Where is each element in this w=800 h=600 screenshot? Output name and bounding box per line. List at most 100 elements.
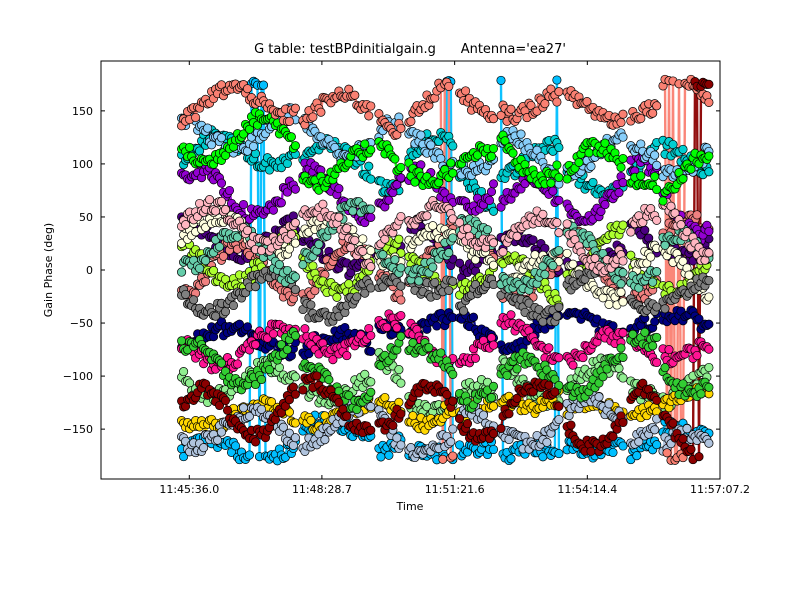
- data-point: [476, 186, 487, 197]
- data-point: [552, 218, 562, 228]
- data-point: [448, 168, 458, 178]
- data-point: [436, 153, 446, 164]
- data-point: [258, 80, 269, 90]
- data-point: [496, 423, 506, 434]
- y-axis-label: Gain Phase (deg): [42, 223, 55, 317]
- data-point: [538, 317, 548, 327]
- data-point: [648, 108, 658, 118]
- data-point: [348, 206, 358, 216]
- data-point: [650, 317, 660, 327]
- data-point: [290, 218, 300, 228]
- data-point: [268, 205, 278, 215]
- data-point: [678, 144, 688, 154]
- data-point: [392, 323, 402, 333]
- data-point: [488, 260, 499, 270]
- data-point: [216, 133, 227, 143]
- data-point: [242, 84, 253, 94]
- data-point: [652, 440, 662, 450]
- data-point: [646, 252, 656, 262]
- data-point: [250, 340, 261, 350]
- data-point: [290, 389, 300, 399]
- data-point: [216, 178, 227, 188]
- data-point: [640, 327, 650, 337]
- data-point: [658, 196, 668, 206]
- data-point: [350, 235, 360, 245]
- data-point: [562, 174, 572, 184]
- x-tick-label: 11:57:07.2: [690, 483, 750, 496]
- data-point: [604, 299, 614, 309]
- data-point: [616, 287, 626, 297]
- data-point: [704, 79, 714, 89]
- data-point: [396, 211, 406, 222]
- data-point: [486, 333, 497, 343]
- data-point: [444, 81, 454, 91]
- data-point: [414, 276, 424, 286]
- data-point: [244, 450, 255, 460]
- data-point: [552, 160, 562, 170]
- data-point: [652, 267, 662, 277]
- data-point: [506, 454, 516, 464]
- data-point: [455, 414, 465, 424]
- data-point: [618, 417, 628, 428]
- data-point: [502, 370, 512, 380]
- data-point: [358, 234, 368, 244]
- data-point: [390, 255, 400, 265]
- data-point: [428, 262, 438, 272]
- data-point: [214, 242, 225, 252]
- data-point: [290, 433, 300, 443]
- data-point: [508, 148, 518, 158]
- data-point: [422, 211, 432, 221]
- data-point: [652, 357, 662, 368]
- data-point: [364, 161, 374, 171]
- data-point: [342, 351, 352, 361]
- data-point: [248, 141, 259, 151]
- data-point: [384, 450, 394, 460]
- data-point: [366, 330, 376, 341]
- data-point: [284, 116, 294, 126]
- data-point: [232, 359, 243, 369]
- data-point: [650, 425, 660, 435]
- data-point: [554, 401, 564, 411]
- data-point: [444, 285, 454, 295]
- data-point: [211, 311, 221, 321]
- data-point: [274, 362, 284, 373]
- data-point: [618, 297, 628, 307]
- data-point: [366, 246, 376, 256]
- data-point: [618, 441, 628, 451]
- data-point: [548, 261, 558, 271]
- data-point: [185, 142, 195, 152]
- data-point: [201, 276, 211, 287]
- data-point: [179, 367, 189, 377]
- data-point: [586, 446, 596, 456]
- data-point: [618, 220, 628, 230]
- data-point: [342, 223, 352, 234]
- data-point: [448, 369, 458, 379]
- data-point: [554, 87, 564, 97]
- data-point: [704, 362, 714, 373]
- data-point: [286, 132, 296, 142]
- data-point: [195, 263, 205, 273]
- data-point: [448, 451, 458, 461]
- data-point: [332, 292, 342, 302]
- data-point: [290, 418, 300, 428]
- data-point: [432, 321, 442, 331]
- data-point: [562, 219, 572, 229]
- data-point: [696, 389, 706, 399]
- data-point: [396, 123, 406, 133]
- data-point: [448, 276, 458, 286]
- x-tick-label: 11:45:36.0: [159, 483, 219, 496]
- data-point: [588, 177, 598, 187]
- data-point: [382, 322, 392, 332]
- data-point: [660, 304, 670, 314]
- y-tick-label: −100: [63, 370, 93, 383]
- data-point: [616, 279, 626, 289]
- x-axis-label: Time: [396, 500, 424, 513]
- data-point: [290, 184, 300, 194]
- data-point: [290, 285, 300, 295]
- data-point: [704, 344, 714, 354]
- data-point: [648, 341, 658, 351]
- data-point: [618, 178, 628, 188]
- data-point: [366, 346, 376, 356]
- data-point: [342, 411, 352, 421]
- data-point: [506, 104, 516, 114]
